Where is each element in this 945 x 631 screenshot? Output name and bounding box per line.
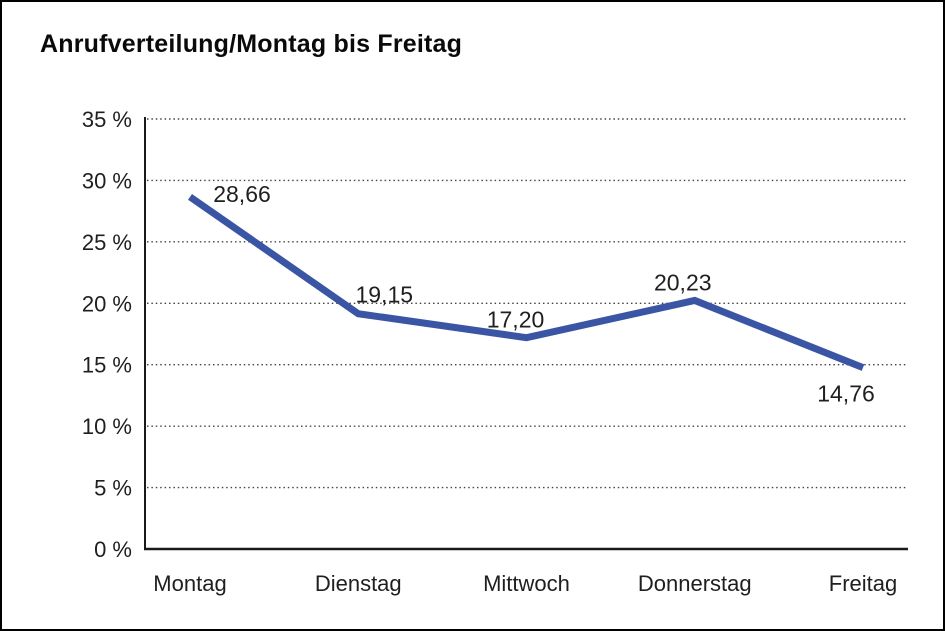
x-axis-tick-label: Montag: [153, 571, 226, 596]
y-axis-tick-label: 0 %: [94, 537, 132, 562]
y-axis-tick-label: 25 %: [82, 230, 132, 255]
x-axis-tick-label: Dienstag: [315, 571, 402, 596]
data-point-label: 17,20: [487, 307, 545, 333]
x-axis-tick-label: Freitag: [829, 571, 897, 596]
y-axis-tick-label: 15 %: [82, 353, 132, 378]
data-point-label: 14,76: [817, 381, 875, 407]
data-point-label: 19,15: [355, 282, 413, 308]
y-axis-tick-label: 5 %: [94, 476, 132, 501]
x-axis-tick-label: Donnerstag: [638, 571, 752, 596]
y-axis-tick-label: 10 %: [82, 414, 132, 439]
chart-title: Anrufverteilung/Montag bis Freitag: [40, 30, 463, 58]
y-axis-tick-label: 20 %: [82, 291, 132, 316]
data-point-label: 20,23: [654, 269, 712, 295]
data-line-series: [188, 194, 865, 371]
x-axis-tick-label: Mittwoch: [483, 571, 570, 596]
data-point-label: 28,66: [213, 181, 271, 207]
y-axis-tick-label: 35 %: [82, 107, 132, 132]
y-axis-tick-label: 30 %: [82, 168, 132, 193]
